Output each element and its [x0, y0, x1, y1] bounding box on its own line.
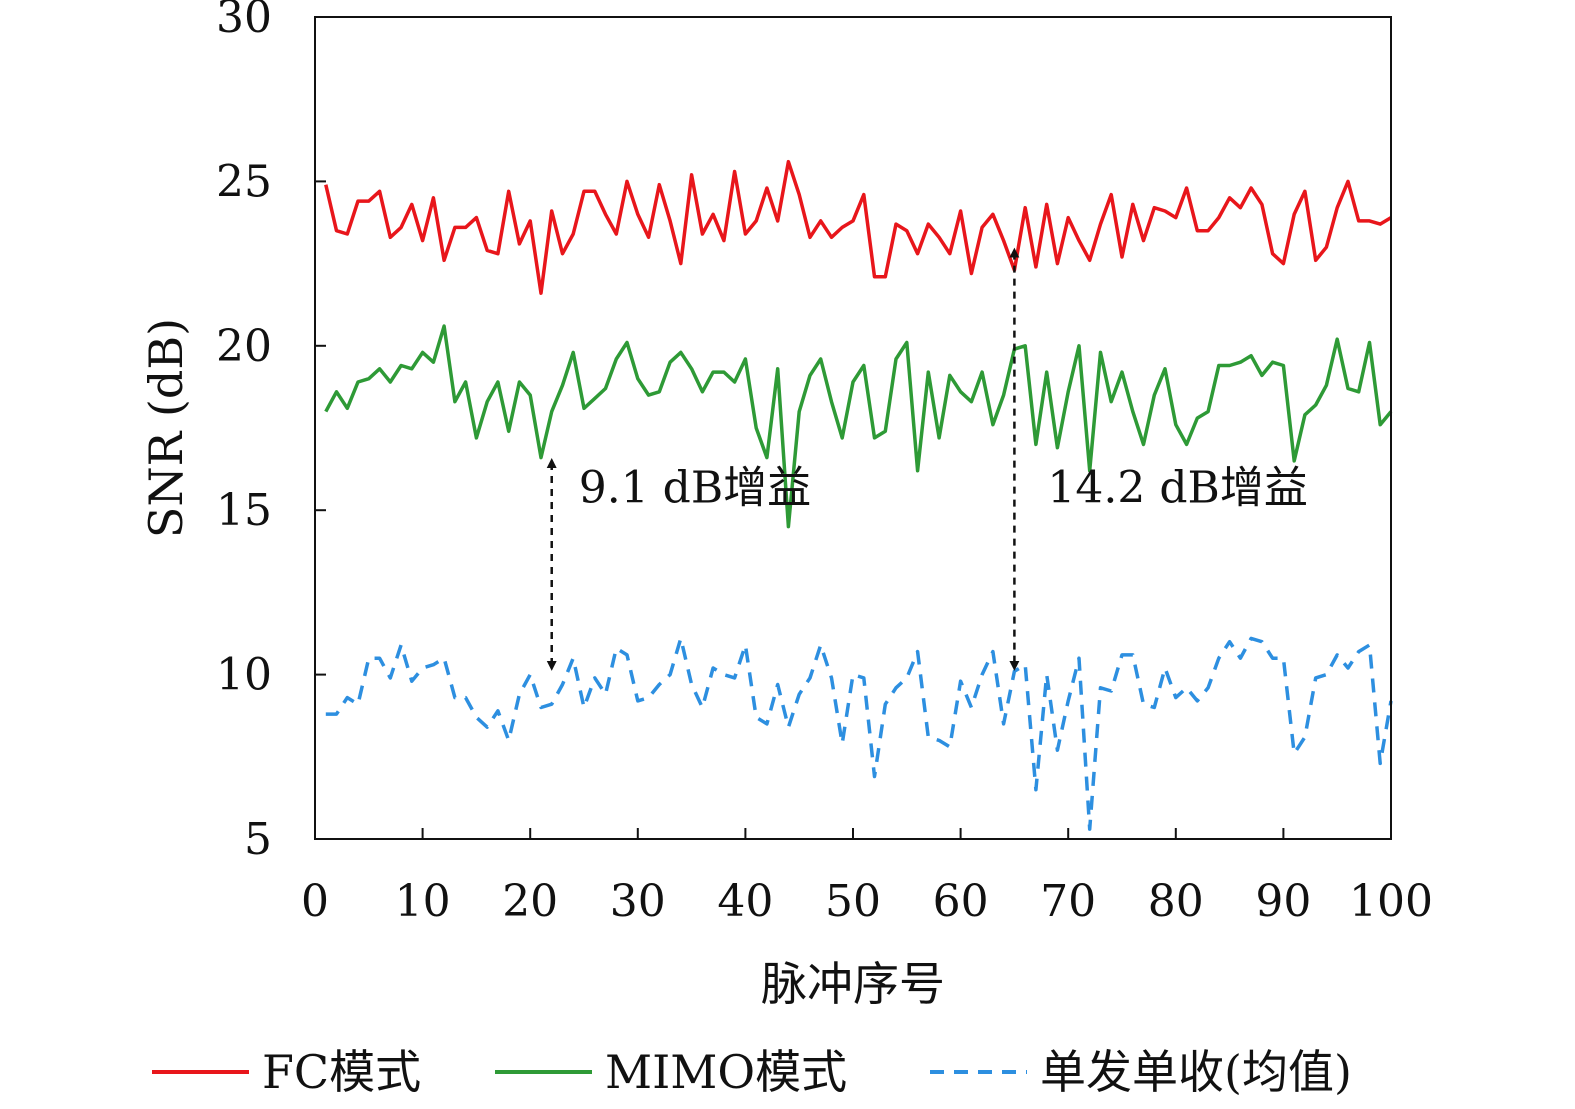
x-tick-label: 10: [395, 876, 451, 927]
x-tick-label: 30: [610, 876, 666, 927]
x-tick-label: 50: [825, 876, 881, 927]
x-tick-label: 70: [1040, 876, 1096, 927]
x-tick-label: 0: [301, 876, 329, 927]
legend-label: FC模式: [262, 1045, 421, 1099]
x-tick-label: 100: [1349, 876, 1433, 927]
x-tick-label: 80: [1148, 876, 1204, 927]
annotations-layer: 9.1 dB增益 14.2 dB增益: [546, 247, 1308, 671]
y-tick-label: 5: [244, 814, 272, 865]
y-tick-label: 25: [216, 156, 272, 207]
y-tick-label: 20: [216, 321, 272, 372]
series-line-2: [324, 324, 1393, 529]
x-tick-label: 60: [933, 876, 989, 927]
legend: FC模式 MIMO模式 单发单收(均值): [152, 1045, 1352, 1099]
y-tick-label: 10: [216, 650, 272, 701]
series-line-3: [325, 636, 1393, 831]
ticks-layer: 0 10 20 30 40 50 60 70 80 90 100 5 10 15 20 25 30: [216, 0, 1433, 927]
gain-label: 14.2 dB增益: [1047, 462, 1307, 513]
y-tick-label: 30: [216, 0, 272, 43]
x-tick-label: 20: [502, 876, 558, 927]
x-axis-title: 脉冲序号: [761, 957, 945, 1011]
legend-label: MIMO模式: [605, 1045, 847, 1099]
x-tick-label: 40: [717, 876, 773, 927]
x-tick-label: 90: [1255, 876, 1311, 927]
gain-label: 9.1 dB增益: [579, 462, 811, 513]
series-line-1: [324, 159, 1392, 295]
y-tick-label: 15: [216, 485, 272, 536]
y-axis-title: SNR (dB): [139, 318, 193, 538]
series-layer: [324, 159, 1393, 831]
plot-frame: [314, 16, 1392, 840]
legend-label: 单发单收(均值): [1040, 1045, 1352, 1099]
